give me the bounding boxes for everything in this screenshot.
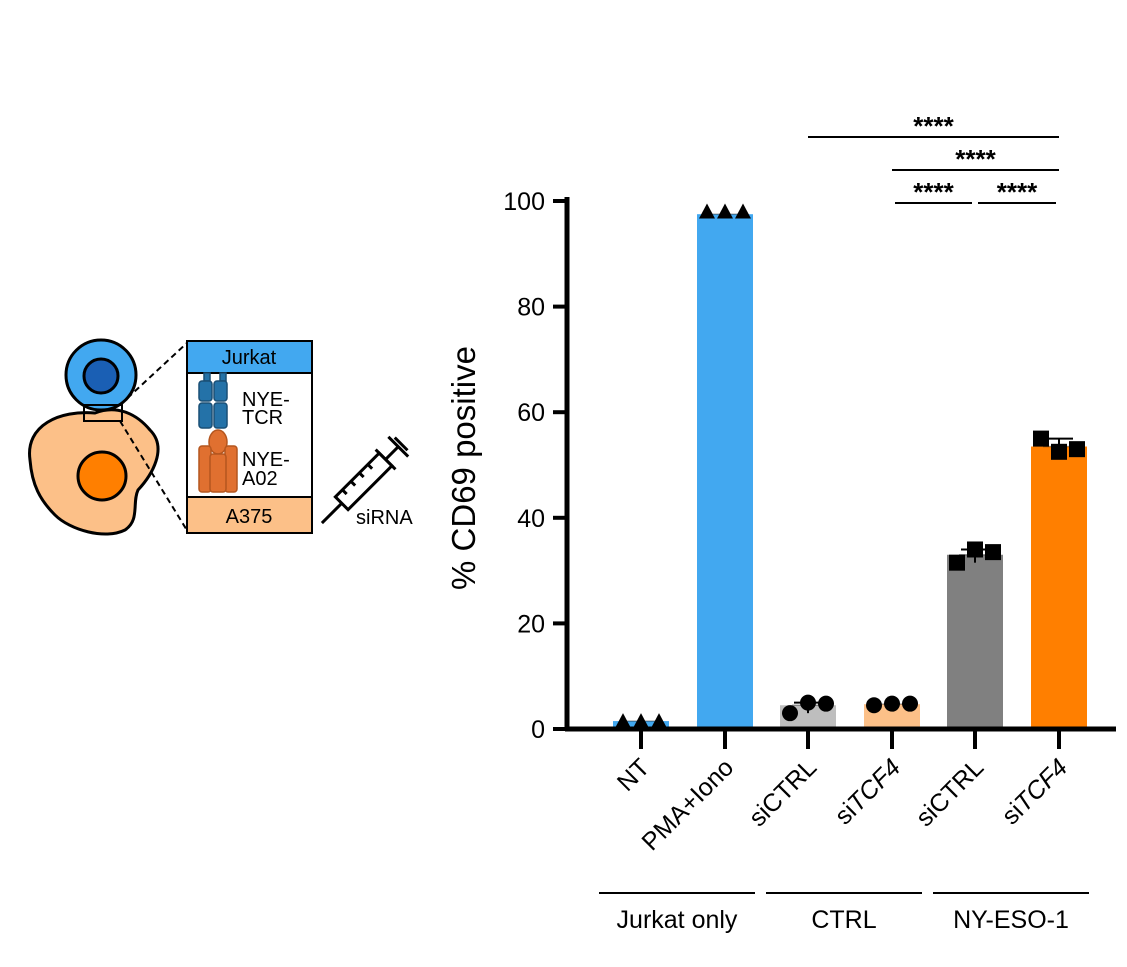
data-point bbox=[735, 203, 751, 219]
x-tick-label-part: TCF4 bbox=[842, 753, 906, 817]
zoom-line bbox=[119, 420, 189, 533]
a375-nucleus bbox=[76, 450, 128, 502]
bar bbox=[1031, 446, 1087, 729]
group-label: NY-ESO-1 bbox=[953, 906, 1069, 934]
sirna-label: siRNA bbox=[356, 507, 413, 529]
x-tick-label-part: PMA+Iono bbox=[636, 753, 739, 856]
data-point bbox=[818, 695, 834, 712]
x-tick-label: NT bbox=[612, 753, 655, 796]
groups: Jurkat only CTRL NY-ESO-1 bbox=[599, 892, 1089, 934]
data-point bbox=[902, 695, 918, 712]
data-point bbox=[615, 713, 631, 729]
zoom-box bbox=[83, 404, 123, 422]
jurkat-band bbox=[186, 340, 313, 374]
x-tick-label-part: NT bbox=[612, 753, 655, 796]
zoom-line bbox=[119, 341, 189, 406]
group-label: Jurkat only bbox=[617, 906, 738, 934]
data-point bbox=[949, 554, 965, 571]
group-label: CTRL bbox=[811, 906, 876, 934]
data-point bbox=[699, 203, 715, 219]
data-point bbox=[866, 697, 882, 714]
x-tick-label: siTCF4 bbox=[829, 753, 906, 830]
data-point bbox=[633, 713, 649, 729]
tcr-icon bbox=[198, 372, 228, 429]
y-ticks: 0 20 40 60 80 100 bbox=[503, 188, 567, 744]
y-tick-label: 100 bbox=[503, 188, 545, 216]
x-tick-label-part: TCF4 bbox=[1009, 753, 1073, 817]
significance-label: **** bbox=[955, 144, 996, 174]
a375-band-label: A375 bbox=[226, 506, 273, 528]
tcr-label-line2: TCR bbox=[242, 407, 283, 429]
y-tick-label: 80 bbox=[517, 294, 545, 322]
jurkat-nucleus bbox=[82, 357, 120, 395]
data-point bbox=[800, 694, 816, 711]
a375-band bbox=[186, 496, 313, 534]
tcr-label-line1: NYE- bbox=[242, 389, 290, 411]
y-tick-label: 20 bbox=[517, 610, 545, 638]
significance-label: **** bbox=[997, 177, 1038, 207]
y-tick-label: 40 bbox=[517, 505, 545, 533]
hla-label-line2: A02 bbox=[242, 468, 278, 490]
y-axis-label: % CD69 positive bbox=[445, 346, 482, 590]
y-tick-label: 60 bbox=[517, 399, 545, 427]
syringe-icon bbox=[320, 435, 410, 525]
data-point bbox=[651, 713, 667, 729]
data-points bbox=[615, 203, 1085, 729]
bar bbox=[947, 554, 1003, 729]
x-tick-label-part: siCTRL bbox=[911, 753, 990, 832]
data-point bbox=[985, 544, 1001, 561]
data-point bbox=[782, 705, 798, 722]
axes bbox=[564, 197, 1116, 732]
y-tick-label: 0 bbox=[531, 716, 545, 744]
data-point bbox=[1033, 430, 1049, 447]
hla-icon bbox=[198, 429, 238, 493]
data-point bbox=[884, 695, 900, 712]
x-tick-label-part: siCTRL bbox=[744, 753, 823, 832]
data-point bbox=[1069, 441, 1085, 458]
schematic: Jurkat A375 NYE- TCR NYE- A02 bbox=[28, 338, 413, 536]
significance-label: **** bbox=[913, 177, 954, 207]
bar bbox=[697, 214, 753, 729]
bars bbox=[613, 213, 1087, 729]
x-tick-label: siTCF4 bbox=[996, 753, 1073, 830]
hla-label-line1: NYE- bbox=[242, 449, 290, 471]
significance-label: **** bbox=[913, 111, 954, 141]
jurkat-band-label: Jurkat bbox=[222, 347, 277, 369]
x-tick-label: siCTRL bbox=[744, 753, 823, 832]
data-point bbox=[967, 541, 983, 558]
data-point bbox=[1051, 443, 1067, 460]
significance: ************ **** bbox=[808, 111, 1059, 207]
x-tick-label: PMA+Iono bbox=[636, 753, 739, 856]
data-point bbox=[717, 203, 733, 219]
x-tick-label: siCTRL bbox=[911, 753, 990, 832]
